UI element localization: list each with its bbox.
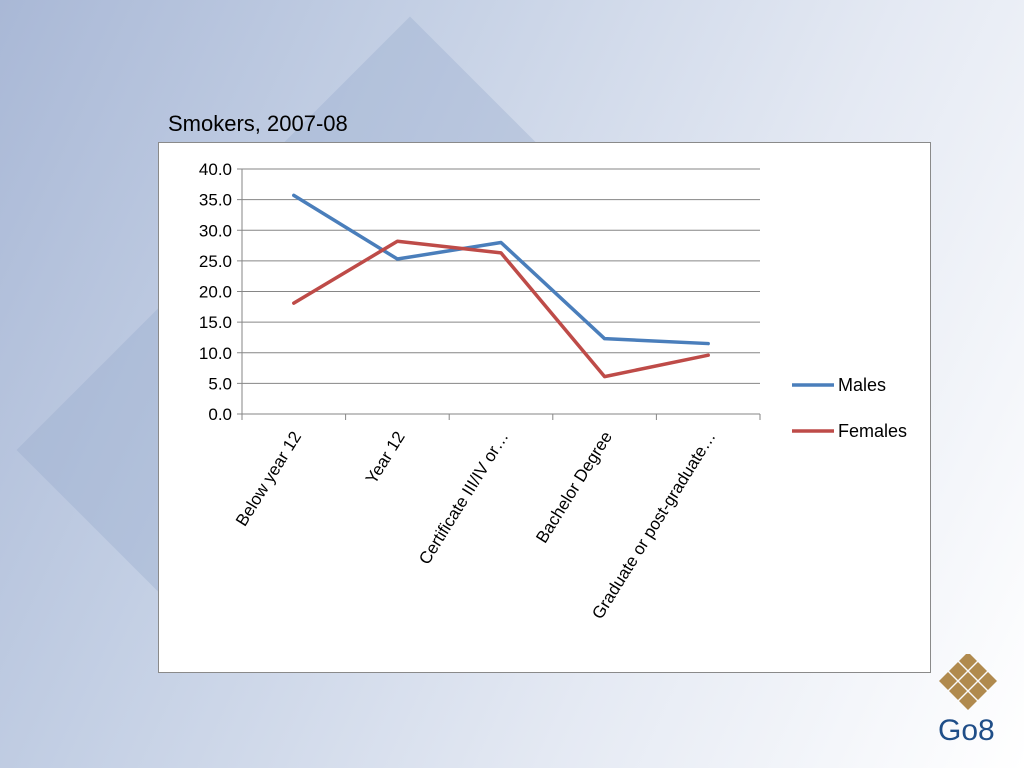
series-line-males xyxy=(292,193,710,346)
x-tick-label: Below year 12 xyxy=(232,428,305,529)
y-tick-label: 0.0 xyxy=(208,405,232,424)
logo-diamond xyxy=(949,682,967,700)
gridlines xyxy=(242,168,760,384)
logo-diamond xyxy=(969,682,987,700)
logo-diamond xyxy=(959,672,977,690)
y-tick-label: 5.0 xyxy=(208,374,232,393)
chart-area: 0.0 5.0 10.0 15.0 20.0 25.0 30.0 35.0 40.0 Below … xyxy=(158,142,931,673)
y-tick-label: 40.0 xyxy=(199,160,232,179)
axes: 0.0 5.0 10.0 15.0 20.0 25.0 30.0 35.0 40.0 Below … xyxy=(199,160,761,622)
y-tick-label: 30.0 xyxy=(199,221,232,240)
series-line-females xyxy=(292,239,710,379)
logo-text: Go8 xyxy=(938,714,995,747)
y-tick-label: 25.0 xyxy=(199,252,232,271)
legend-label-males: Males xyxy=(838,375,886,395)
logo-diamond xyxy=(959,692,977,710)
legend: Males Females xyxy=(792,375,907,441)
y-tick-label: 10.0 xyxy=(199,344,232,363)
x-tick-label: Year 12 xyxy=(362,428,409,487)
y-tick-label: 35.0 xyxy=(199,191,232,210)
go8-logo-icon xyxy=(939,654,997,710)
series-lines xyxy=(292,193,710,379)
y-tick-label: 20.0 xyxy=(199,283,232,302)
legend-label-females: Females xyxy=(838,421,907,441)
slide-title: Smokers, 2007-08 xyxy=(168,111,348,136)
y-tick-label: 15.0 xyxy=(199,313,232,332)
logo-diamond xyxy=(969,662,987,680)
logo-diamond xyxy=(979,672,997,690)
logo-diamond xyxy=(939,672,957,690)
logo-diamond xyxy=(949,662,967,680)
logo-diamond xyxy=(959,654,977,670)
x-tick-label: Bachelor Degree xyxy=(532,428,616,546)
x-tick-label: Graduate or post-graduate… xyxy=(588,428,719,622)
x-tick-label: Certificate III/IV or… xyxy=(415,428,512,568)
line-chart: 0.0 5.0 10.0 15.0 20.0 25.0 30.0 35.0 40.0 Below … xyxy=(199,160,907,622)
